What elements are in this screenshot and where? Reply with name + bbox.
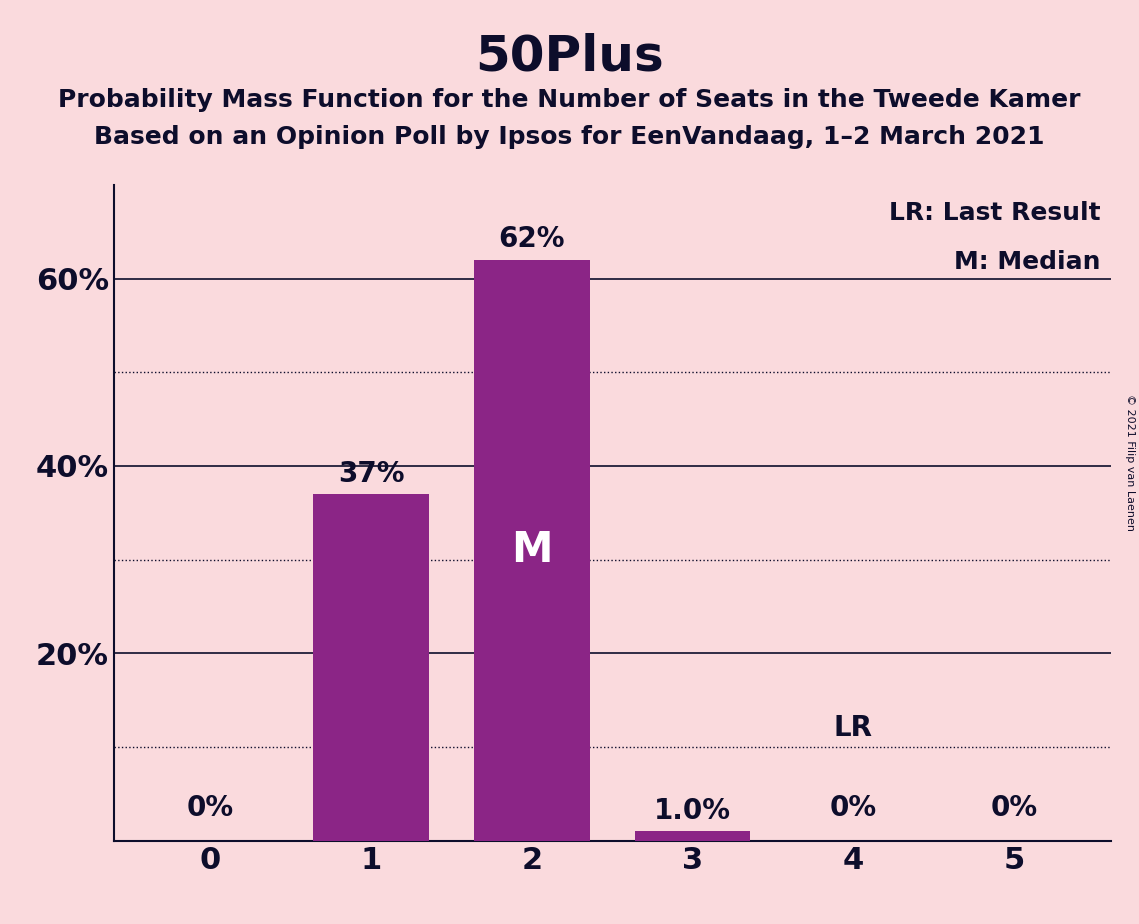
- Text: LR: Last Result: LR: Last Result: [888, 201, 1100, 225]
- Text: 1.0%: 1.0%: [654, 796, 731, 825]
- Text: M: M: [511, 529, 552, 571]
- Text: 62%: 62%: [499, 225, 565, 253]
- Text: © 2021 Filip van Laenen: © 2021 Filip van Laenen: [1125, 394, 1134, 530]
- Bar: [313, 494, 429, 841]
- Text: Based on an Opinion Poll by Ipsos for EenVandaag, 1–2 March 2021: Based on an Opinion Poll by Ipsos for Ee…: [95, 125, 1044, 149]
- Text: M: Median: M: Median: [954, 250, 1100, 274]
- Text: LR: LR: [834, 714, 872, 743]
- Text: 37%: 37%: [338, 459, 404, 488]
- Text: Probability Mass Function for the Number of Seats in the Tweede Kamer: Probability Mass Function for the Number…: [58, 88, 1081, 112]
- Bar: [634, 832, 751, 841]
- Text: 50Plus: 50Plus: [475, 32, 664, 80]
- Text: 0%: 0%: [187, 794, 233, 822]
- Bar: [474, 260, 590, 841]
- Text: 0%: 0%: [991, 794, 1038, 822]
- Text: 0%: 0%: [830, 794, 877, 822]
